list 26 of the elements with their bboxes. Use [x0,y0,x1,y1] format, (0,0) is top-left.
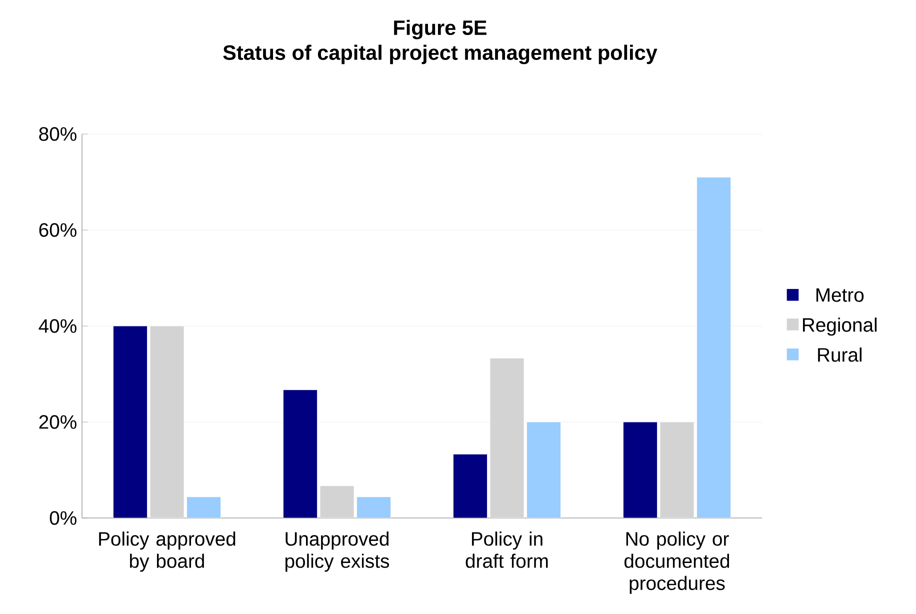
x-tick-label: No policy or documented procedures [624,532,730,594]
x-tick-label: Policy in draft form [466,532,548,568]
bar [453,454,488,518]
bar [150,326,184,518]
bar [283,390,318,518]
bar [660,422,694,518]
bar [186,496,221,518]
bar [320,486,354,518]
bar [623,422,658,518]
bar [526,422,561,518]
legend-label: Regional [802,318,877,336]
y-tick-label: 40% [38,319,76,333]
y-tick-label: 20% [39,415,76,429]
legend-label: Rural [818,348,862,362]
y-tick-label: 0% [50,511,76,525]
x-tick-label: Unapproved policy exists [286,532,390,572]
bar [356,496,391,518]
bar [113,326,148,518]
x-tick-label: Policy approved by board [99,532,236,572]
legend-label: Metro [816,288,864,302]
chart-title: Figure 5E [394,20,486,40]
bar [490,358,524,518]
bar [696,176,731,518]
chart-subtitle: Status of capital project management policy [223,44,658,64]
y-tick-label: 80% [39,127,76,141]
y-tick-label: 60% [39,223,76,237]
